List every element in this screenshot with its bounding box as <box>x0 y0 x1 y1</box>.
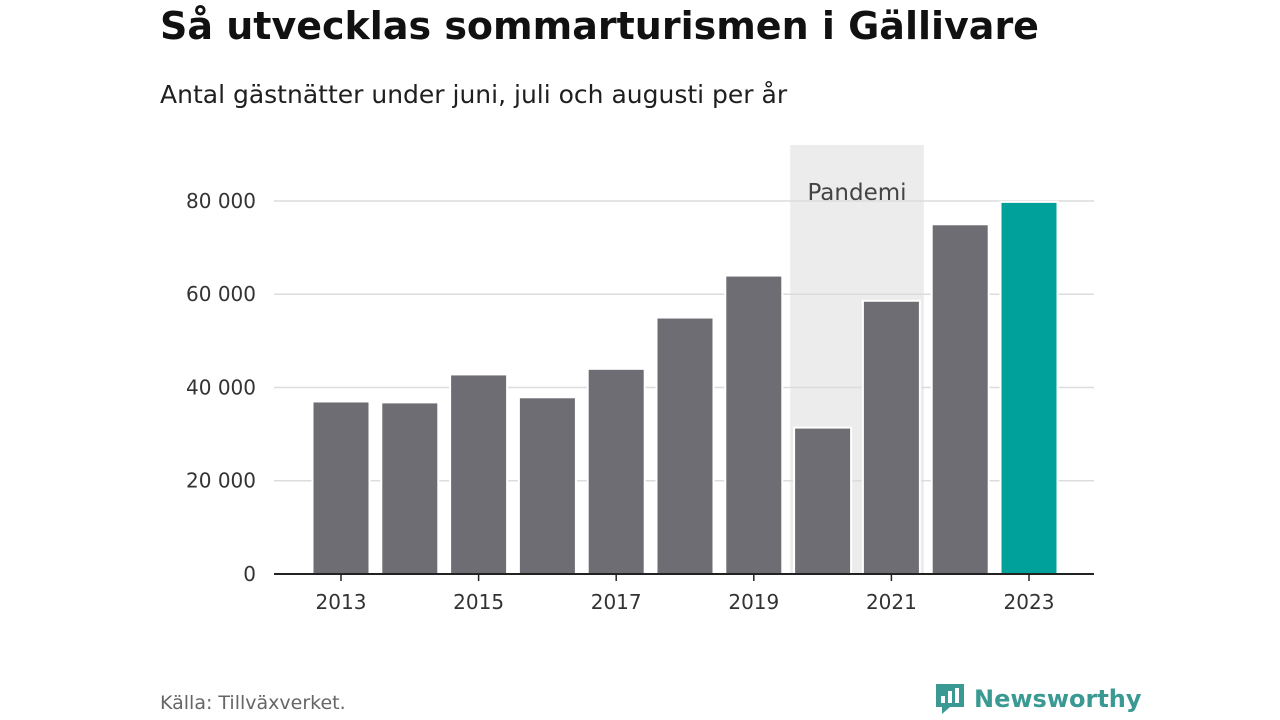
bar-2020 <box>793 426 853 576</box>
brand-name: Newsworthy <box>974 685 1142 713</box>
x-axis <box>274 573 1094 581</box>
y-tick-label: 60 000 <box>186 282 256 306</box>
bar-2016 <box>517 396 577 576</box>
y-axis-labels: 0 20 000 40 000 60 000 80 000 <box>186 189 256 586</box>
bar-2014 <box>380 401 440 575</box>
x-tick-label: 2023 <box>1004 590 1055 614</box>
x-tick-label: 2021 <box>866 590 917 614</box>
x-axis-labels: 2013 2015 2017 2019 2021 2023 <box>316 590 1055 614</box>
bar-2023 <box>999 200 1059 575</box>
bar-2013 <box>311 400 371 575</box>
x-tick-label: 2017 <box>591 590 642 614</box>
brand-logo[interactable]: Newsworthy <box>934 682 1142 716</box>
bar-2017 <box>586 367 646 575</box>
chart-title: Så utvecklas sommarturismen i Gällivare <box>160 4 1039 48</box>
y-tick-label: 0 <box>243 562 256 586</box>
bar-2018 <box>655 316 715 575</box>
y-tick-label: 40 000 <box>186 375 256 399</box>
pandemic-label: Pandemi <box>807 180 906 206</box>
bar-2021 <box>861 299 921 575</box>
x-tick-label: 2015 <box>453 590 504 614</box>
y-tick-label: 20 000 <box>186 469 256 493</box>
x-tick-label: 2019 <box>728 590 779 614</box>
bars <box>311 200 1059 576</box>
chart-subtitle: Antal gästnätter under juni, juli och au… <box>160 80 788 109</box>
bar-2015 <box>449 373 509 576</box>
newsworthy-logo-icon <box>936 684 964 714</box>
bar-2019 <box>724 274 784 575</box>
bar-2022 <box>930 223 990 576</box>
source-note: Källa: Tillväxverket. <box>160 692 346 714</box>
x-tick-label: 2013 <box>316 590 367 614</box>
y-tick-label: 80 000 <box>186 189 256 213</box>
